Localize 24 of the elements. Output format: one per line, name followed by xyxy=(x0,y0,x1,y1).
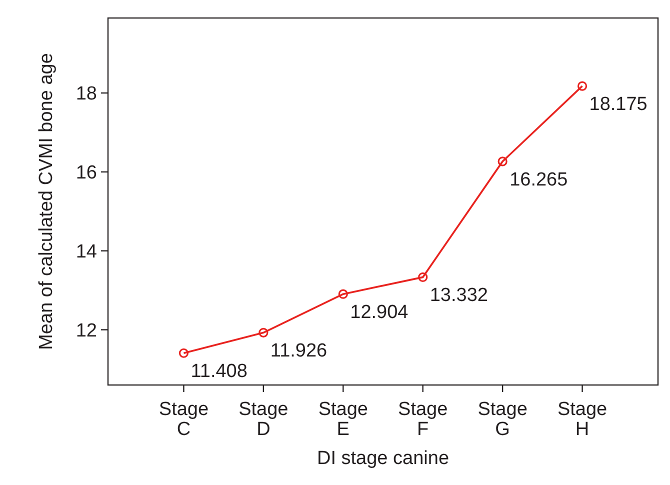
point xyxy=(418,272,428,282)
x-tick-label: Stage D xyxy=(238,399,288,440)
x-axis-title: DI stage canine xyxy=(316,448,450,469)
y-tick-label: 18 xyxy=(76,84,97,105)
x-tick-label: Stage G xyxy=(478,399,528,440)
point xyxy=(258,328,268,338)
y-axis-title: Mean of calculated CVMI bone age xyxy=(36,53,57,350)
x-tick-label: Stage H xyxy=(557,399,608,440)
data-label: 18.175 xyxy=(589,94,648,116)
data-label: 11.408 xyxy=(190,361,248,382)
y-tick-label: 16 xyxy=(76,162,97,184)
data-label: 13.332 xyxy=(430,285,488,306)
x-tick-label: Stage F xyxy=(398,399,448,440)
x-tick-label: Stage C xyxy=(158,399,209,440)
x-tick-label: Stage E xyxy=(318,399,368,440)
y-tick-label: 12 xyxy=(76,320,97,342)
point xyxy=(338,289,348,299)
y-tick-label: 14 xyxy=(76,241,98,262)
point xyxy=(577,81,588,91)
data-label: 11.926 xyxy=(270,340,328,362)
data-label: 12.904 xyxy=(350,302,409,324)
data-label: 16.265 xyxy=(510,169,568,190)
point xyxy=(498,156,508,166)
point xyxy=(178,348,189,358)
